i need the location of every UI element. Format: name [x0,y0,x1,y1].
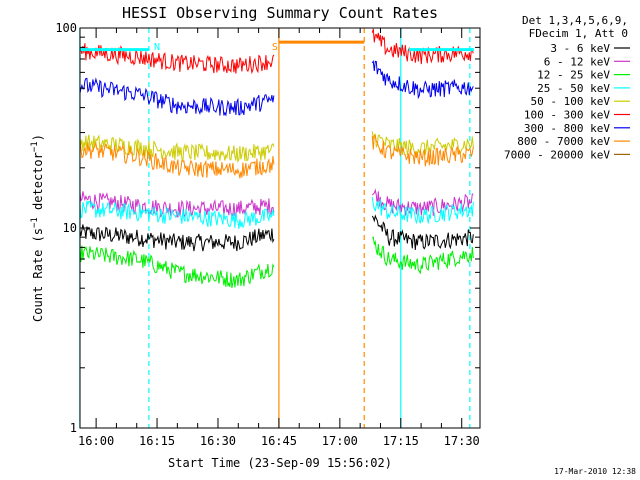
chart-title: HESSI Observing Summary Count Rates [122,4,438,22]
x-tick-label-3: 16:45 [261,434,297,448]
legend-label-7: 800 - 7000 keV [517,135,610,148]
series-1-segment-0 [79,191,275,219]
series-1 [79,188,474,219]
series-2-segment-0 [79,245,275,289]
legend-label-8: 7000 - 20000 keV [504,148,610,161]
series-6-segment-1 [371,60,474,100]
flag-label-0: N [154,42,160,53]
y-tick-label-0: 1 [70,421,77,435]
series-4 [79,131,474,164]
flag-label-2: S [272,42,278,53]
legend: Det 1,3,4,5,6,9,FDecim 1, Att 0 3 - 6 keV… [504,14,630,161]
series-6-segment-0 [79,77,275,117]
timestamp: 17-Mar-2010 12:38 [554,467,636,476]
plot-axes-layer: 1 10 100 16:00 16:15 16:30 16:45 17:00 17:15 17:3… [55,21,481,448]
x-tick-label-0: 16:00 [78,434,114,448]
series-0-segment-0 [79,224,275,252]
legend-label-5: 100 - 300 keV [524,109,610,122]
series-4-segment-1 [371,131,474,157]
y-axis-title-mid: detector [31,152,45,217]
legend-label-3: 25 - 50 keV [537,82,610,95]
series-7-segment-0 [79,140,275,179]
series-4-segment-0 [79,134,275,164]
legend-label-1: 6 - 12 keV [544,55,611,68]
series-7 [79,40,474,179]
series-0-segment-1 [371,214,474,250]
legend-label-4: 50 - 100 keV [531,95,611,108]
legend-label-0: 3 - 6 keV [550,42,610,55]
series-1-segment-1 [371,188,474,216]
series-7-segment-2 [371,134,474,167]
series-3 [79,197,474,229]
x-tick-label-5: 17:15 [383,434,419,448]
y-axis-title: Count Rate (s−1 detector−1) [30,134,45,322]
series-6 [79,60,474,117]
y-tick-label-1: 10 [63,221,77,235]
series-2-segment-1 [371,236,474,274]
series-5-segment-0 [79,43,275,75]
x-tick-label-4: 17:00 [322,434,358,448]
x-tick-label-2: 16:30 [200,434,236,448]
legend-label-2: 12 - 25 keV [537,69,610,82]
series-3-segment-1 [371,197,474,225]
legend-label-6: 300 - 800 keV [524,122,610,135]
x-axis-title: Start Time (23-Sep-09 15:56:02) [168,456,392,470]
series-3-segment-0 [79,200,275,229]
x-tick-label-1: 16:15 [139,434,175,448]
y-axis-title-sup2: −1 [30,141,40,152]
legend-header-0: Det 1,3,4,5,6,9, [522,14,628,27]
y-tick-label-2: 100 [55,21,77,35]
x-tick-label-6: 17:30 [444,434,480,448]
series-0 [79,214,474,252]
series-2 [79,236,474,289]
legend-header-1: FDecim 1, Att 0 [529,27,628,40]
y-axis-title-base: Count Rate (s [31,228,45,322]
y-axis-title-sup: −1 [30,217,40,228]
y-axis-title-end: ) [31,134,45,141]
